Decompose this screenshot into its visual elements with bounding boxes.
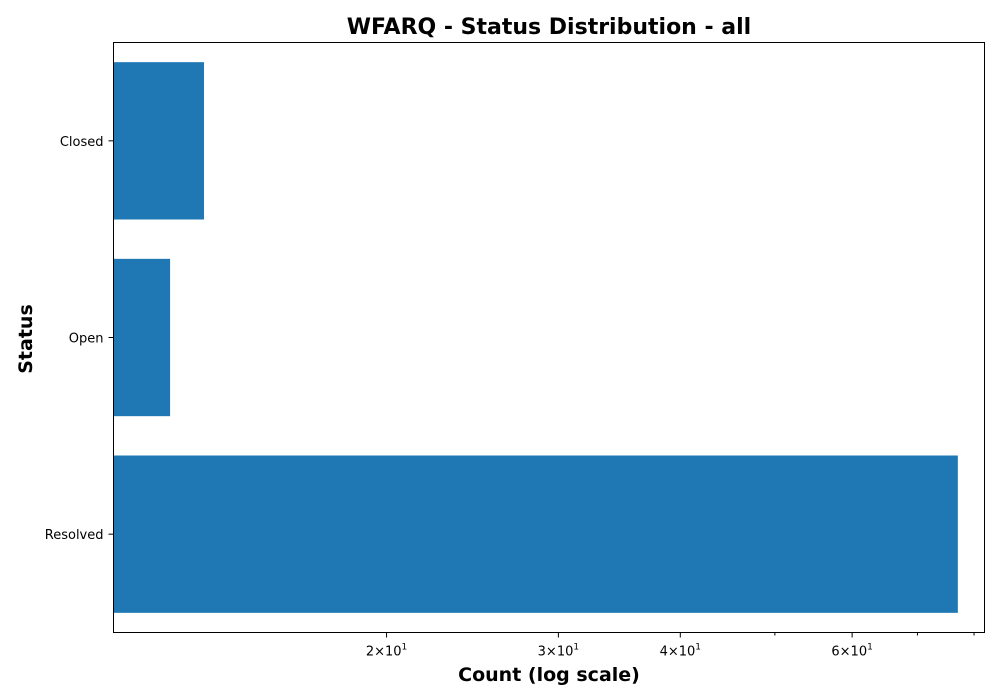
x-tick-label: 2×101 — [366, 643, 407, 660]
x-axis-ticks: 2×101 3×101 4×101 6×101 — [366, 632, 975, 660]
x-tick-label: 6×101 — [831, 643, 872, 660]
x-tick-label: 4×101 — [660, 643, 701, 660]
y-axis-ticks: Closed Open Resolved — [45, 135, 114, 543]
bars-group — [113, 62, 958, 613]
bar-open — [113, 258, 171, 417]
x-tick-label: 3×101 — [538, 643, 579, 660]
bar-closed — [113, 62, 205, 220]
y-axis-label: Status — [15, 304, 37, 374]
y-tick-label: Open — [69, 332, 104, 347]
y-tick-label: Resolved — [45, 528, 104, 543]
y-tick-label: Closed — [60, 135, 104, 150]
chart-title: WFARQ - Status Distribution - all — [347, 15, 751, 40]
x-axis-label: Count (log scale) — [458, 664, 640, 686]
bar-resolved — [113, 455, 958, 613]
